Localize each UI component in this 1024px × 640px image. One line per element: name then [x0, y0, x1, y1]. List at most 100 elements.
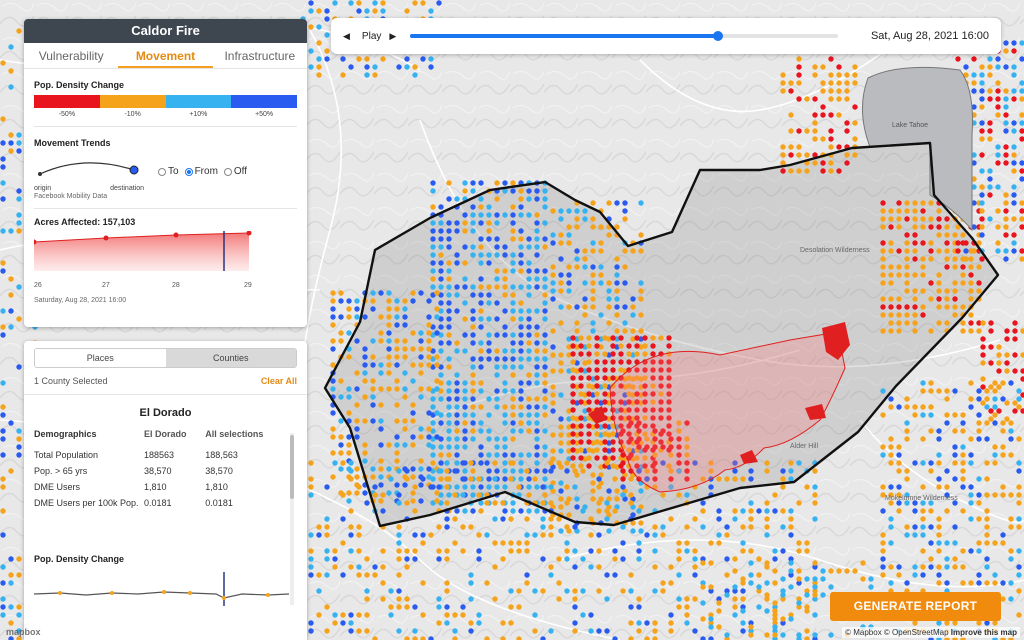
- population-dot: [354, 370, 360, 376]
- population-dot: [676, 428, 682, 434]
- population-dot: [570, 383, 576, 389]
- population-dot: [658, 335, 664, 341]
- population-dot: [324, 16, 330, 22]
- population-dot: [338, 330, 344, 336]
- population-dot: [888, 240, 894, 246]
- population-dot: [550, 240, 556, 246]
- population-dot: [987, 192, 993, 198]
- population-dot: [636, 436, 642, 442]
- toggle-counties[interactable]: Counties: [165, 349, 296, 367]
- population-dot: [880, 484, 886, 490]
- population-dot: [526, 380, 532, 386]
- population-dot: [644, 436, 650, 442]
- population-dot: [1012, 408, 1018, 414]
- table-scrollbar[interactable]: [290, 433, 294, 605]
- population-dot: [518, 244, 524, 250]
- population-dot: [644, 532, 650, 538]
- timeline-handle[interactable]: [713, 31, 724, 41]
- population-dot: [524, 516, 530, 522]
- population-dot: [532, 532, 538, 538]
- attribution-mapbox[interactable]: © Mapbox: [845, 628, 882, 637]
- population-dot: [936, 436, 942, 442]
- population-dot: [534, 356, 540, 362]
- population-dot: [16, 556, 22, 562]
- population-dot: [634, 399, 640, 405]
- next-triangle-icon[interactable]: ▶: [389, 30, 397, 41]
- population-dot: [1003, 120, 1009, 126]
- population-dot: [548, 484, 554, 490]
- population-dot: [666, 399, 672, 405]
- pop-density-chart[interactable]: [34, 566, 289, 606]
- population-dot: [394, 314, 400, 320]
- population-dot: [928, 412, 934, 418]
- radio-to-label: To: [168, 166, 179, 177]
- population-dot: [308, 476, 314, 482]
- radio-off[interactable]: Off: [223, 166, 247, 177]
- population-dot: [454, 284, 460, 290]
- attribution-osm[interactable]: © OpenStreetMap: [883, 628, 949, 637]
- tab-vulnerability[interactable]: Vulnerability: [38, 49, 104, 63]
- population-dot: [446, 404, 452, 410]
- radio-to[interactable]: To: [158, 166, 179, 177]
- generate-report-button[interactable]: GENERATE REPORT: [830, 592, 1001, 621]
- population-dot: [542, 308, 548, 314]
- population-dot: [1003, 64, 1009, 70]
- population-dot: [510, 428, 516, 434]
- radio-from[interactable]: From: [184, 166, 218, 177]
- clear-all-button[interactable]: Clear All: [260, 376, 297, 386]
- population-dot: [346, 386, 352, 392]
- radio-from-label: From: [194, 166, 218, 177]
- population-dot: [676, 460, 682, 466]
- population-dot: [404, 64, 410, 70]
- population-dot: [764, 596, 770, 602]
- population-dot: [386, 306, 392, 312]
- map-label-mokelumne: Mokelumne Wilderness: [885, 495, 958, 502]
- population-dot: [796, 152, 802, 158]
- population-dot: [979, 152, 985, 158]
- population-dot: [548, 516, 554, 522]
- population-dot: [896, 216, 902, 222]
- population-dot: [836, 112, 842, 118]
- population-dot: [478, 356, 484, 362]
- population-dot: [928, 296, 934, 302]
- population-dot: [394, 450, 400, 456]
- table-cell: 0.0181: [205, 498, 233, 508]
- population-dot: [920, 224, 926, 230]
- population-dot: [804, 588, 810, 594]
- tab-movement[interactable]: Movement: [118, 43, 213, 68]
- population-dot: [588, 532, 594, 538]
- population-dot: [534, 396, 540, 402]
- population-dot: [652, 532, 658, 538]
- population-dot: [622, 200, 628, 206]
- population-dot: [1016, 516, 1022, 522]
- population-dot: [628, 604, 634, 610]
- population-dot: [0, 380, 6, 386]
- population-dot: [410, 466, 416, 472]
- population-dot: [324, 556, 330, 562]
- acres-chart[interactable]: 26 27 28 29: [34, 231, 297, 295]
- population-dot: [772, 628, 778, 634]
- population-dot: [586, 463, 592, 469]
- population-dot: [558, 280, 564, 286]
- population-dot: [1019, 176, 1024, 182]
- improve-map-link[interactable]: Improve this map: [950, 628, 1017, 637]
- toggle-places[interactable]: Places: [35, 349, 166, 367]
- population-dot: [510, 284, 516, 290]
- population-dot: [548, 628, 554, 634]
- play-button[interactable]: Play: [361, 30, 382, 42]
- population-dot: [380, 508, 386, 514]
- timeline-slider[interactable]: [410, 31, 839, 41]
- places-counties-toggle: Places Counties: [34, 348, 297, 368]
- population-dot: [586, 455, 592, 461]
- prev-triangle-icon[interactable]: ◀: [343, 30, 350, 41]
- population-dot: [852, 568, 858, 574]
- population-dot: [418, 458, 424, 464]
- population-dot: [622, 264, 628, 270]
- population-dot: [582, 296, 588, 302]
- population-dot: [364, 64, 370, 70]
- mapbox-logo[interactable]: mapbox: [6, 627, 41, 637]
- tab-infrastructure[interactable]: Infrastructure: [224, 49, 296, 63]
- population-dot: [582, 208, 588, 214]
- scrollbar-thumb[interactable]: [290, 435, 294, 499]
